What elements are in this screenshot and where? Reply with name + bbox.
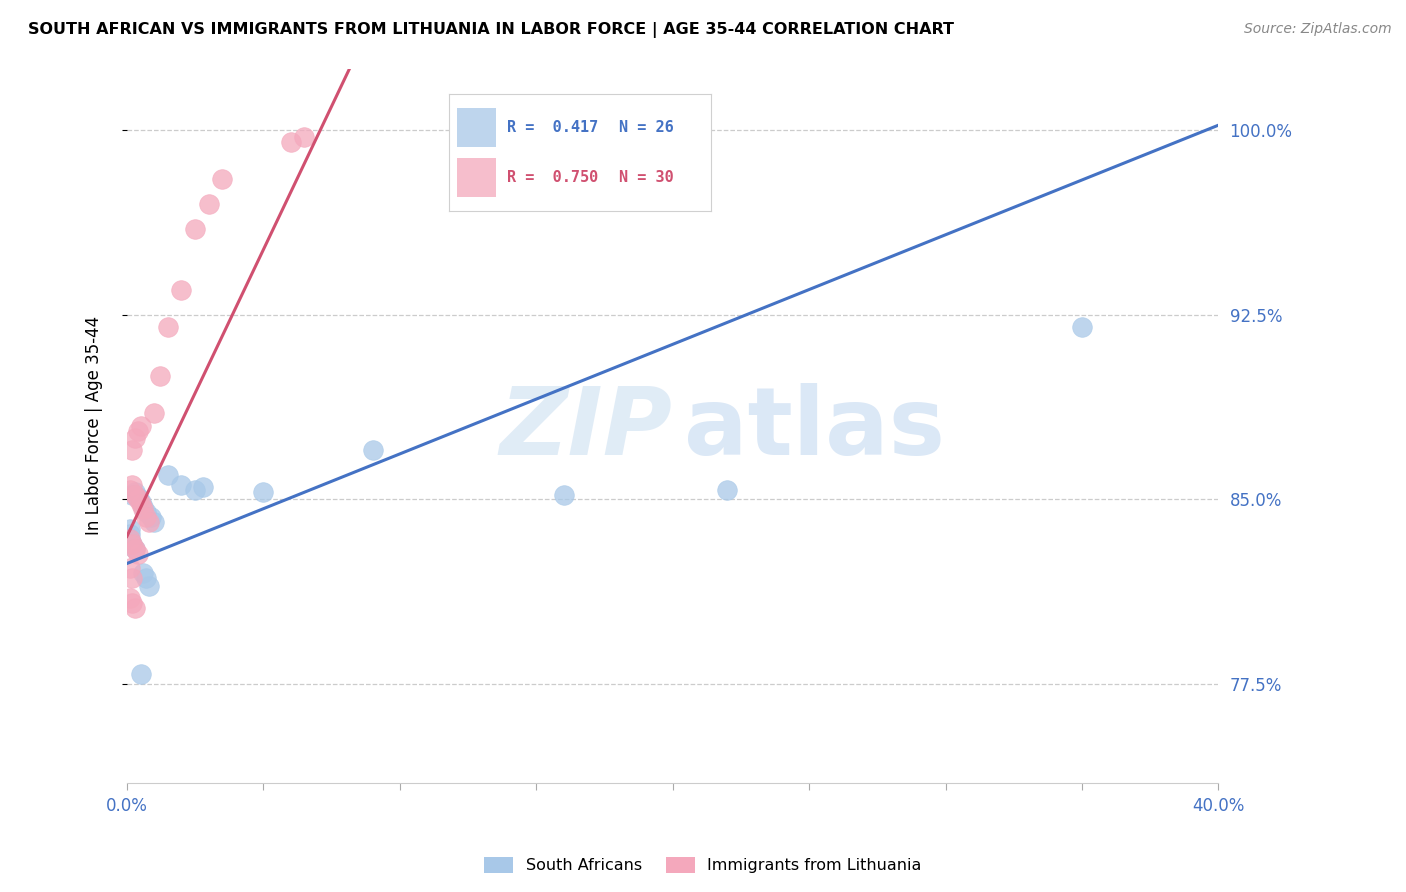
Point <box>143 406 166 420</box>
Point <box>129 495 152 509</box>
Point <box>124 485 146 500</box>
Point <box>252 485 274 500</box>
Point <box>124 431 146 445</box>
Point <box>124 487 146 501</box>
Point <box>132 502 155 516</box>
Point <box>170 477 193 491</box>
Point <box>211 172 233 186</box>
Point <box>129 497 152 511</box>
Point <box>184 221 207 235</box>
Point <box>193 480 215 494</box>
Point <box>143 515 166 529</box>
Point <box>135 571 157 585</box>
Point <box>156 320 179 334</box>
Point <box>170 283 193 297</box>
Point <box>118 483 141 497</box>
Point <box>121 537 143 551</box>
Point <box>118 532 141 546</box>
Point <box>118 591 141 605</box>
Point <box>716 483 738 497</box>
Point <box>121 443 143 458</box>
Point <box>129 418 152 433</box>
Point <box>141 509 163 524</box>
Point <box>135 509 157 524</box>
Text: atlas: atlas <box>683 384 945 475</box>
Y-axis label: In Labor Force | Age 35-44: In Labor Force | Age 35-44 <box>86 316 103 535</box>
Point <box>127 424 149 438</box>
Point <box>149 369 172 384</box>
Point <box>135 505 157 519</box>
Point <box>292 130 315 145</box>
Point <box>124 541 146 556</box>
Text: SOUTH AFRICAN VS IMMIGRANTS FROM LITHUANIA IN LABOR FORCE | AGE 35-44 CORRELATIO: SOUTH AFRICAN VS IMMIGRANTS FROM LITHUAN… <box>28 22 955 38</box>
Point <box>127 492 149 507</box>
Point <box>553 487 575 501</box>
Point <box>121 596 143 610</box>
Point <box>121 571 143 585</box>
Point <box>156 467 179 482</box>
Point <box>127 490 149 504</box>
Point <box>361 443 384 458</box>
Point <box>1071 320 1094 334</box>
Point <box>121 537 143 551</box>
Point <box>118 532 141 546</box>
Point <box>138 515 160 529</box>
Point <box>124 600 146 615</box>
Point <box>121 477 143 491</box>
Point <box>118 527 141 541</box>
Point <box>127 547 149 561</box>
Point <box>124 541 146 556</box>
Point <box>197 197 219 211</box>
Point <box>129 667 152 681</box>
Point <box>118 561 141 575</box>
Legend: South Africans, Immigrants from Lithuania: South Africans, Immigrants from Lithuani… <box>478 850 928 880</box>
Point <box>132 566 155 581</box>
Text: ZIP: ZIP <box>499 384 672 475</box>
Text: Source: ZipAtlas.com: Source: ZipAtlas.com <box>1244 22 1392 37</box>
Point <box>280 136 302 150</box>
Point <box>118 522 141 536</box>
Point <box>121 487 143 501</box>
Point <box>138 579 160 593</box>
Point <box>184 483 207 497</box>
Point <box>132 500 155 514</box>
